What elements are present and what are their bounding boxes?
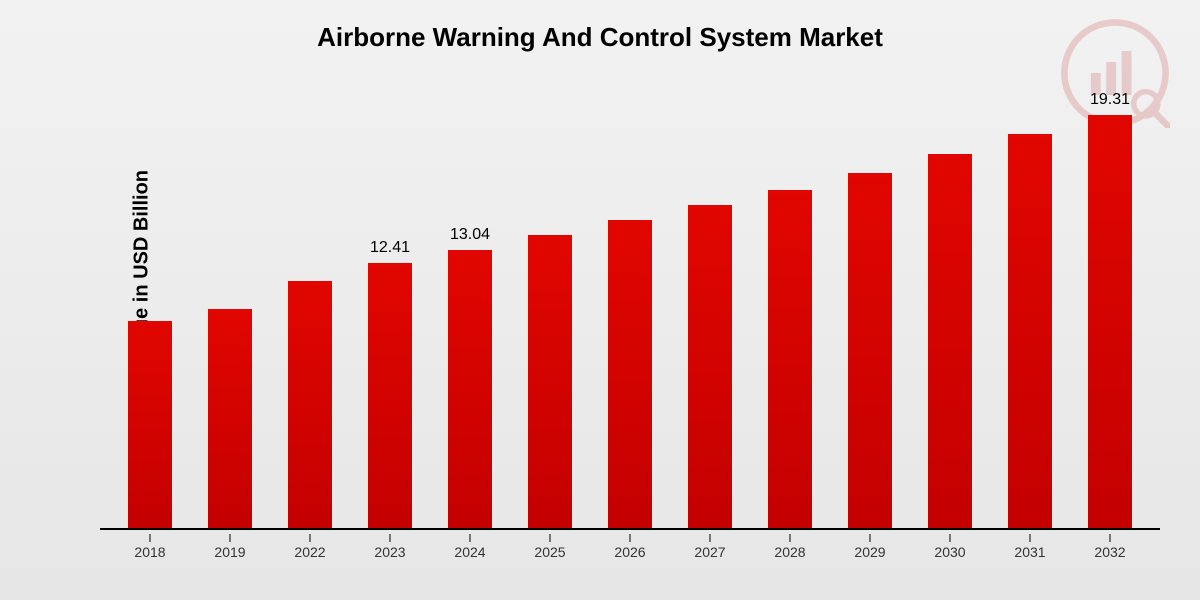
bar (928, 154, 972, 530)
bar-rect (688, 205, 732, 530)
xtick-mark (630, 534, 631, 542)
bar-rect (1008, 134, 1052, 530)
xtick-label: 2019 (214, 544, 245, 560)
bar (128, 321, 172, 530)
xtick-mark (390, 534, 391, 542)
bar-value-label: 19.31 (1090, 91, 1130, 109)
xtick-mark (870, 534, 871, 542)
xtick-label: 2025 (534, 544, 565, 560)
bar (688, 205, 732, 530)
bar-rect (128, 321, 172, 530)
xtick-mark (1030, 534, 1031, 542)
bar-rect (848, 173, 892, 530)
bar (528, 235, 572, 530)
xtick-mark (470, 534, 471, 542)
bar (608, 220, 652, 530)
bar-rect (448, 250, 492, 530)
bar: 19.31 (1088, 115, 1132, 530)
bar-rect (528, 235, 572, 530)
chart-title: Airborne Warning And Control System Mark… (0, 0, 1200, 53)
xtick-mark (710, 534, 711, 542)
xtick-label: 2026 (614, 544, 645, 560)
bar-rect (1088, 115, 1132, 530)
bar (1008, 134, 1052, 530)
bar (768, 190, 812, 530)
x-axis-ticks: 2018 2019 2022 2023 2024 2025 2026 2027 2028 2029… (100, 534, 1160, 564)
bar-value-label: 12.41 (370, 239, 410, 257)
xtick-label: 2028 (774, 544, 805, 560)
xtick-label: 2030 (934, 544, 965, 560)
xtick-label: 2027 (694, 544, 725, 560)
xtick-label: 2024 (454, 544, 485, 560)
xtick-mark (230, 534, 231, 542)
bar (288, 281, 332, 530)
xtick-label: 2023 (374, 544, 405, 560)
xtick-label: 2032 (1094, 544, 1125, 560)
xtick-mark (550, 534, 551, 542)
xtick-label: 2031 (1014, 544, 1045, 560)
bar (848, 173, 892, 530)
plot-area: 12.41 13.04 19.31 (100, 100, 1160, 530)
x-axis-baseline (100, 528, 1160, 530)
xtick-mark (790, 534, 791, 542)
bar-rect (368, 263, 412, 530)
xtick-mark (950, 534, 951, 542)
xtick-label: 2029 (854, 544, 885, 560)
xtick-mark (310, 534, 311, 542)
bar-rect (608, 220, 652, 530)
xtick-mark (1110, 534, 1111, 542)
bar-rect (288, 281, 332, 530)
bar: 12.41 (368, 263, 412, 530)
xtick-label: 2022 (294, 544, 325, 560)
xtick-label: 2018 (134, 544, 165, 560)
bar-rect (768, 190, 812, 530)
bar-value-label: 13.04 (450, 226, 490, 244)
bar (208, 309, 252, 530)
bar-rect (928, 154, 972, 530)
xtick-mark (150, 534, 151, 542)
bar-rect (208, 309, 252, 530)
bar: 13.04 (448, 250, 492, 530)
